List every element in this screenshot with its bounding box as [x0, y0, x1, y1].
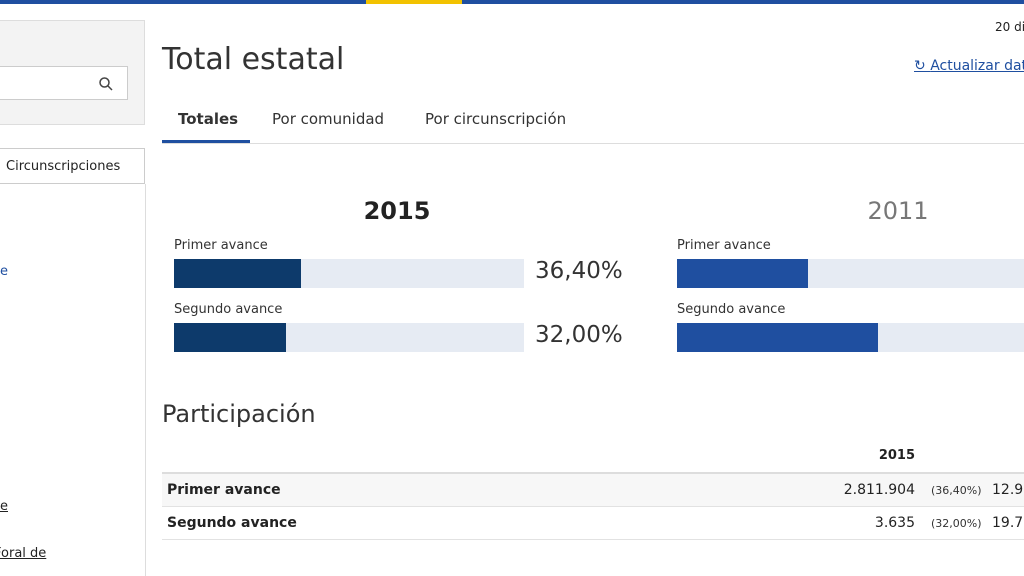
bar-label: Primer avance — [174, 238, 268, 253]
tab[interactable]: Totales — [178, 110, 239, 128]
bar-value: 36,40% — [535, 258, 623, 284]
bar-label: Segundo avance — [677, 302, 786, 317]
tab[interactable]: Por comunidad — [272, 110, 385, 128]
bar-track — [677, 259, 1024, 288]
year-heading: 2015 — [363, 197, 431, 225]
row-percent: (36,40%) — [931, 484, 982, 497]
row-count: 3.635 — [874, 515, 915, 531]
sidebar-border — [145, 184, 146, 576]
bar-fill — [677, 323, 879, 352]
sidebar-link[interactable]: e — [0, 499, 8, 514]
search-box[interactable] — [0, 66, 128, 100]
sidebar-link[interactable]: Foral de — [0, 546, 47, 561]
table-row — [162, 474, 1024, 507]
bar-value: 32,00% — [535, 322, 623, 348]
active-tab-indicator — [162, 140, 250, 143]
top-bar-accent — [366, 0, 462, 4]
bar-track — [174, 323, 524, 352]
row-percent: (32,00%) — [931, 517, 982, 530]
bar-label: Primer avance — [677, 238, 771, 253]
search-icon[interactable] — [98, 76, 114, 92]
bar-label: Segundo avance — [174, 302, 283, 317]
row-count-2011: 12.99 — [992, 482, 1024, 498]
bar-track — [677, 323, 1024, 352]
bar-fill — [677, 259, 809, 288]
table-header: 2015 — [878, 448, 915, 463]
table-row — [162, 507, 1024, 540]
tabs-divider — [162, 143, 1024, 144]
year-heading: 2011 — [867, 197, 929, 225]
row-label: Primer avance — [167, 482, 281, 498]
bar-fill — [174, 323, 286, 352]
top-bar — [0, 0, 1024, 4]
sidebar-link[interactable]: e — [0, 264, 8, 279]
sidebar-tab[interactable]: Circunscripciones — [0, 148, 145, 184]
row-count: 2.811.904 — [843, 482, 915, 498]
section-title: Participación — [162, 400, 316, 428]
row-label: Segundo avance — [167, 515, 297, 531]
bar-fill — [174, 259, 302, 288]
refresh-link[interactable]: ↻ Actualizar dat — [914, 58, 1024, 74]
date: 20 di — [995, 20, 1024, 34]
tab[interactable]: Por circunscripción — [425, 110, 567, 128]
row-count-2011: 19.77 — [992, 515, 1024, 531]
table-header-border — [162, 472, 1024, 474]
refresh-text[interactable]: Actualizar dat — [930, 58, 1024, 74]
page-title: Total estatal — [162, 42, 345, 77]
bar-track — [174, 259, 524, 288]
